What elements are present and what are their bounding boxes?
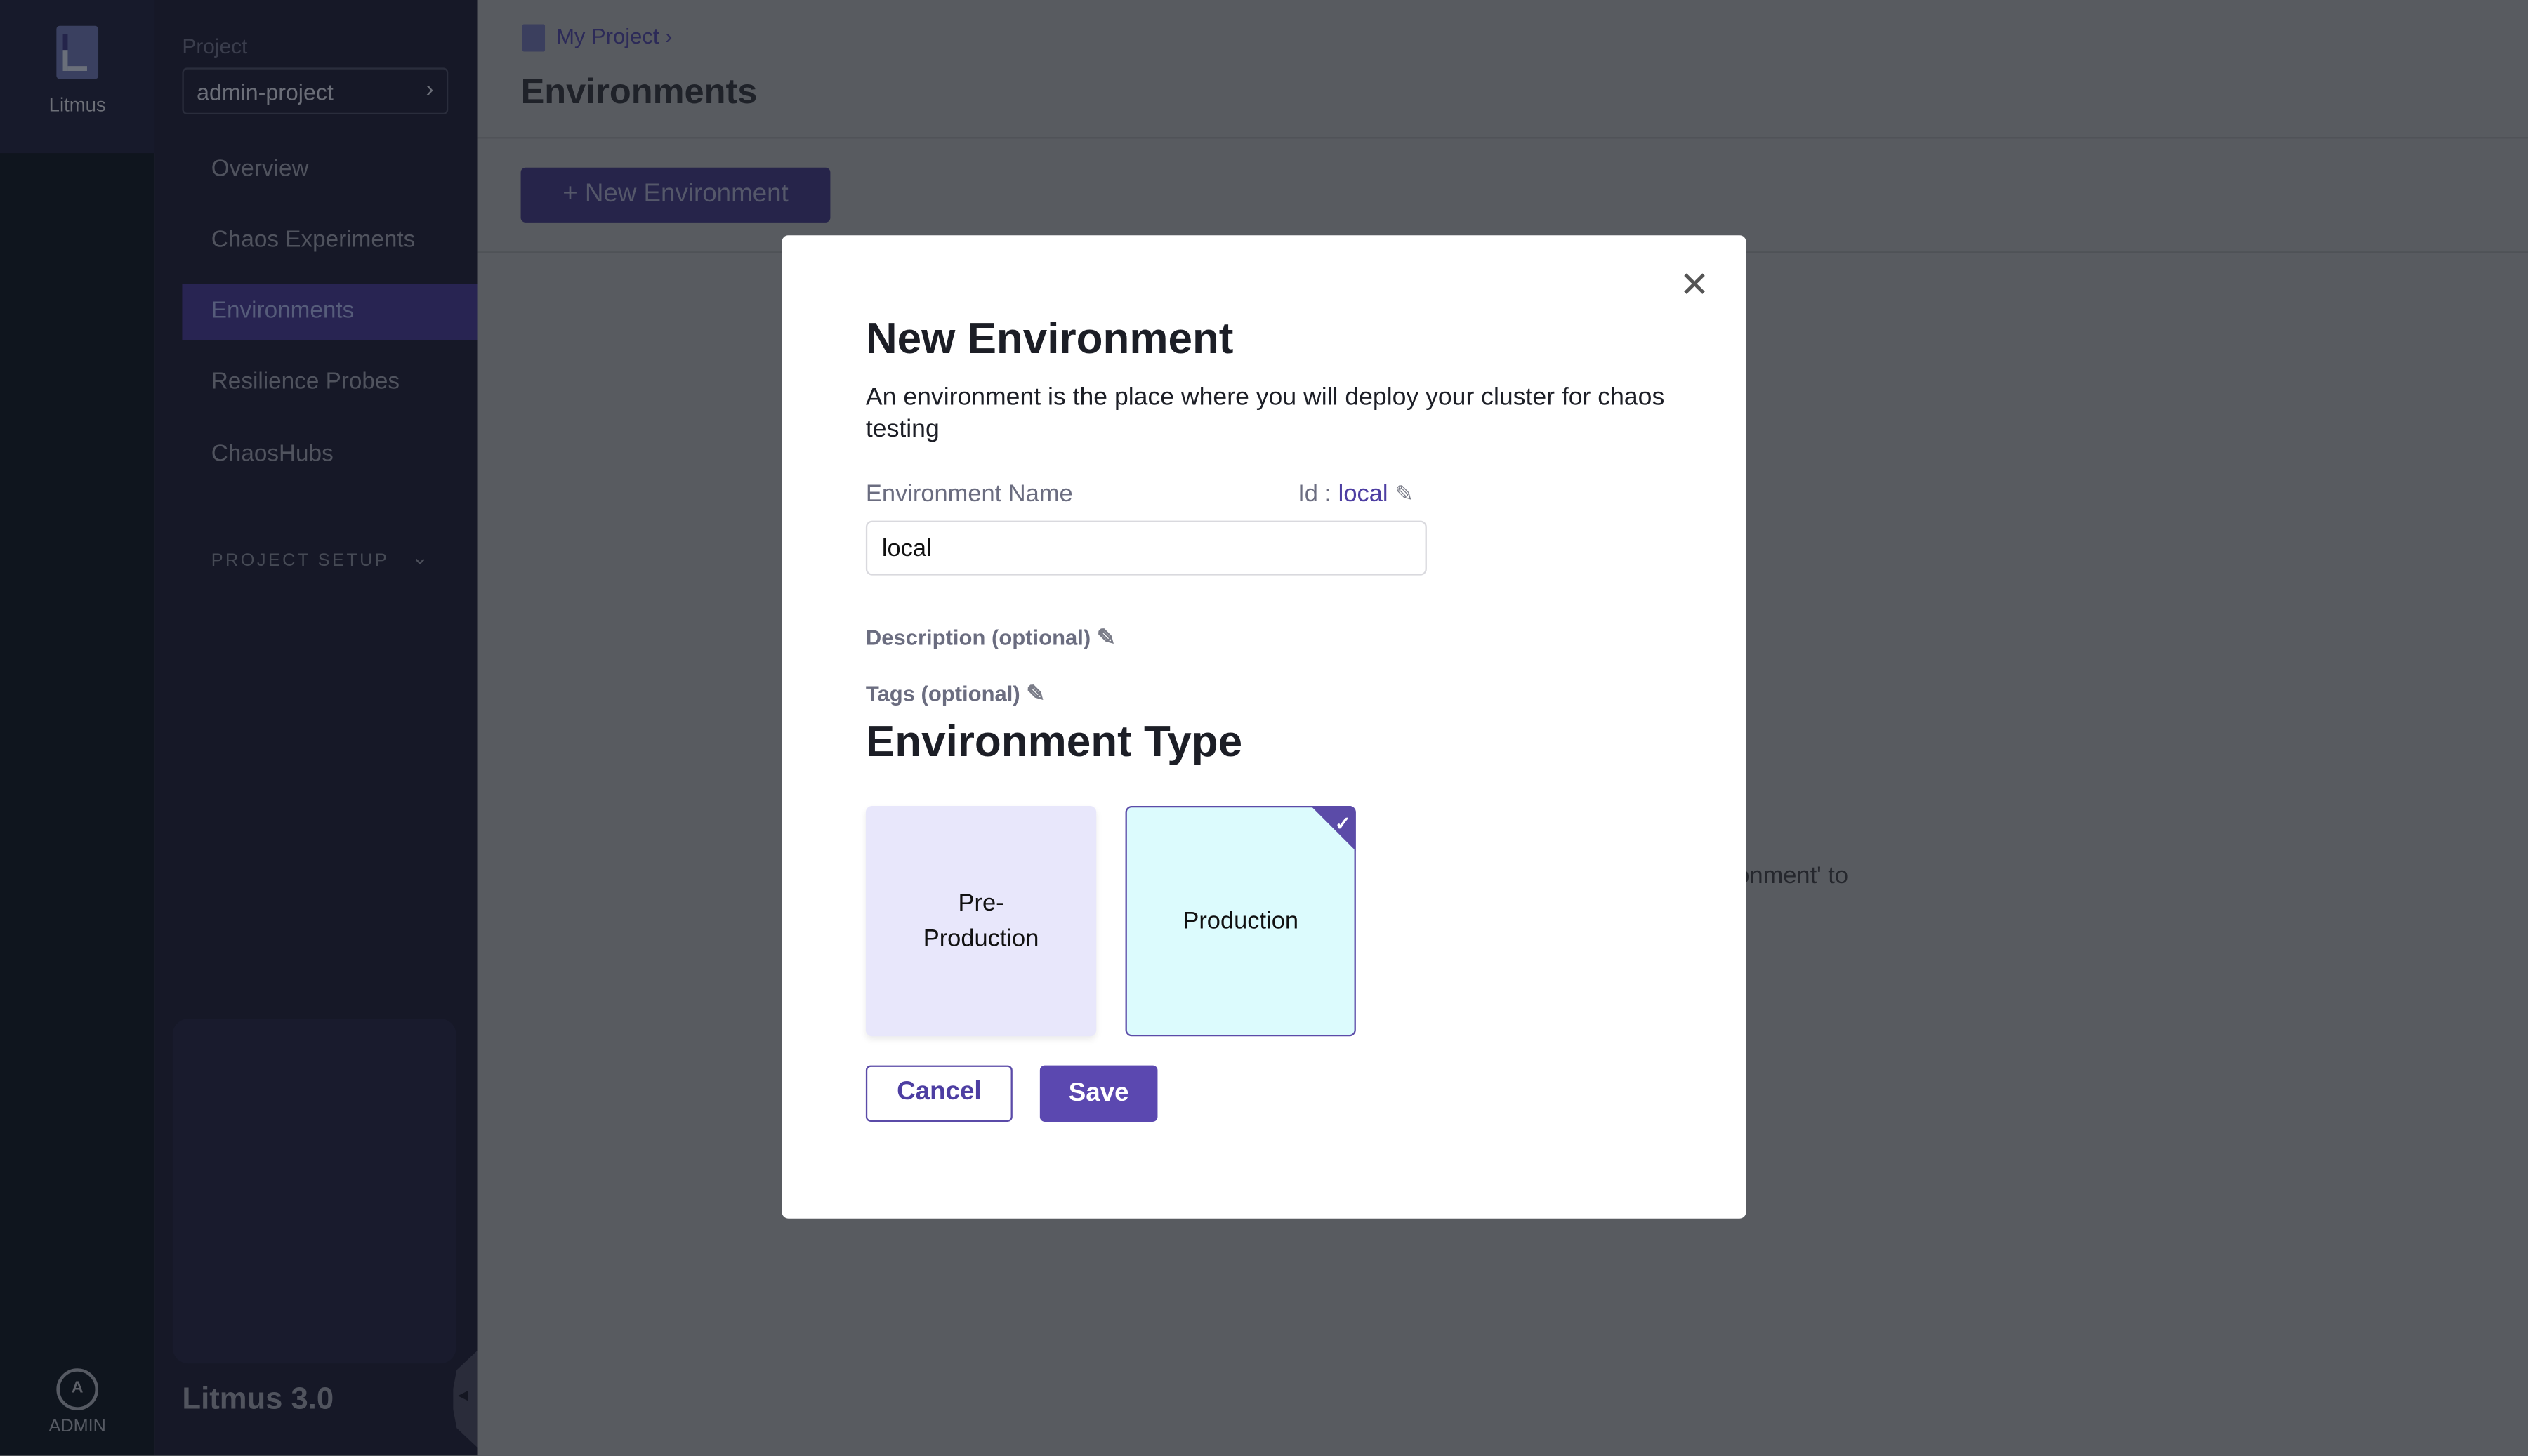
close-icon[interactable]: ✕ [1679, 264, 1710, 305]
dialog-description: An environment is the place where you wi… [865, 383, 1665, 444]
description-toggle[interactable]: Description (optional) ✎ [866, 624, 1116, 651]
new-environment-dialog [782, 235, 1746, 1219]
sidebar-item-chaos-experiments[interactable]: Chaos Experiments [211, 227, 416, 253]
environment-id: Id : local ✎ [1298, 480, 1414, 508]
divider [477, 137, 2528, 139]
environment-type-title: Environment Type [865, 717, 1243, 766]
dialog-title: New Environment [865, 314, 1234, 363]
save-button[interactable]: Save [1039, 1065, 1158, 1122]
description-label: Description (optional) [865, 625, 1091, 650]
edit-id-pencil-icon[interactable]: ✎ [1395, 480, 1414, 506]
checkmark-icon: ✓ [1334, 812, 1351, 835]
cancel-button[interactable]: Cancel [865, 1065, 1013, 1122]
chevron-right-icon: › [426, 75, 434, 103]
project-name: admin-project [197, 79, 334, 105]
user-avatar[interactable]: A [56, 1368, 99, 1410]
version-label: Litmus 3.0 [182, 1382, 334, 1417]
project-icon [522, 24, 546, 52]
pencil-icon[interactable]: ✎ [1026, 680, 1046, 706]
breadcrumb-project[interactable]: My Project [556, 24, 659, 48]
sidebar-item-environments[interactable]: Environments [182, 284, 478, 340]
chevron-down-icon[interactable]: ⌄ [411, 545, 429, 569]
sidebar-item-overview[interactable]: Overview [211, 156, 309, 183]
project-selector[interactable]: admin-project › [182, 67, 449, 115]
app-name: Litmus [48, 93, 106, 117]
user-label: ADMIN [48, 1417, 106, 1436]
litmus-logo-icon[interactable] [56, 25, 99, 79]
pencil-icon[interactable]: ✎ [1096, 623, 1116, 650]
type-card-label: Pre-Production [923, 889, 1039, 952]
page-title: Environments [520, 71, 758, 112]
type-card-label: Production [1183, 906, 1299, 934]
project-setup-section[interactable]: PROJECT SETUP [211, 551, 390, 571]
sidebar-item-resilience-probes[interactable]: Resilience Probes [211, 369, 400, 395]
empty-state-text-fragment: vironment' to [1746, 862, 1849, 890]
new-environment-button[interactable]: + New Environment [520, 167, 831, 223]
tags-toggle[interactable]: Tags (optional) ✎ [866, 680, 1045, 708]
sidebar-item-chaoshubs[interactable]: ChaosHubs [211, 442, 334, 468]
environment-name-input[interactable] [865, 520, 1427, 576]
id-value: local [1338, 480, 1388, 508]
environment-name-label: Environment Name [865, 480, 1073, 508]
chevron-right-icon: › [665, 24, 673, 48]
project-label: Project [182, 34, 248, 58]
id-label: Id : [1298, 480, 1332, 508]
empty-state-text: vironment' to [1746, 862, 1940, 889]
tags-label: Tags (optional) [865, 682, 1020, 706]
app-rail [0, 0, 155, 1456]
breadcrumb[interactable]: My Project › [556, 24, 672, 48]
sidebar-illustration [172, 1019, 456, 1364]
type-card-production[interactable]: Production ✓ [1125, 805, 1356, 1037]
type-card-pre-production[interactable]: Pre-Production [865, 805, 1097, 1037]
